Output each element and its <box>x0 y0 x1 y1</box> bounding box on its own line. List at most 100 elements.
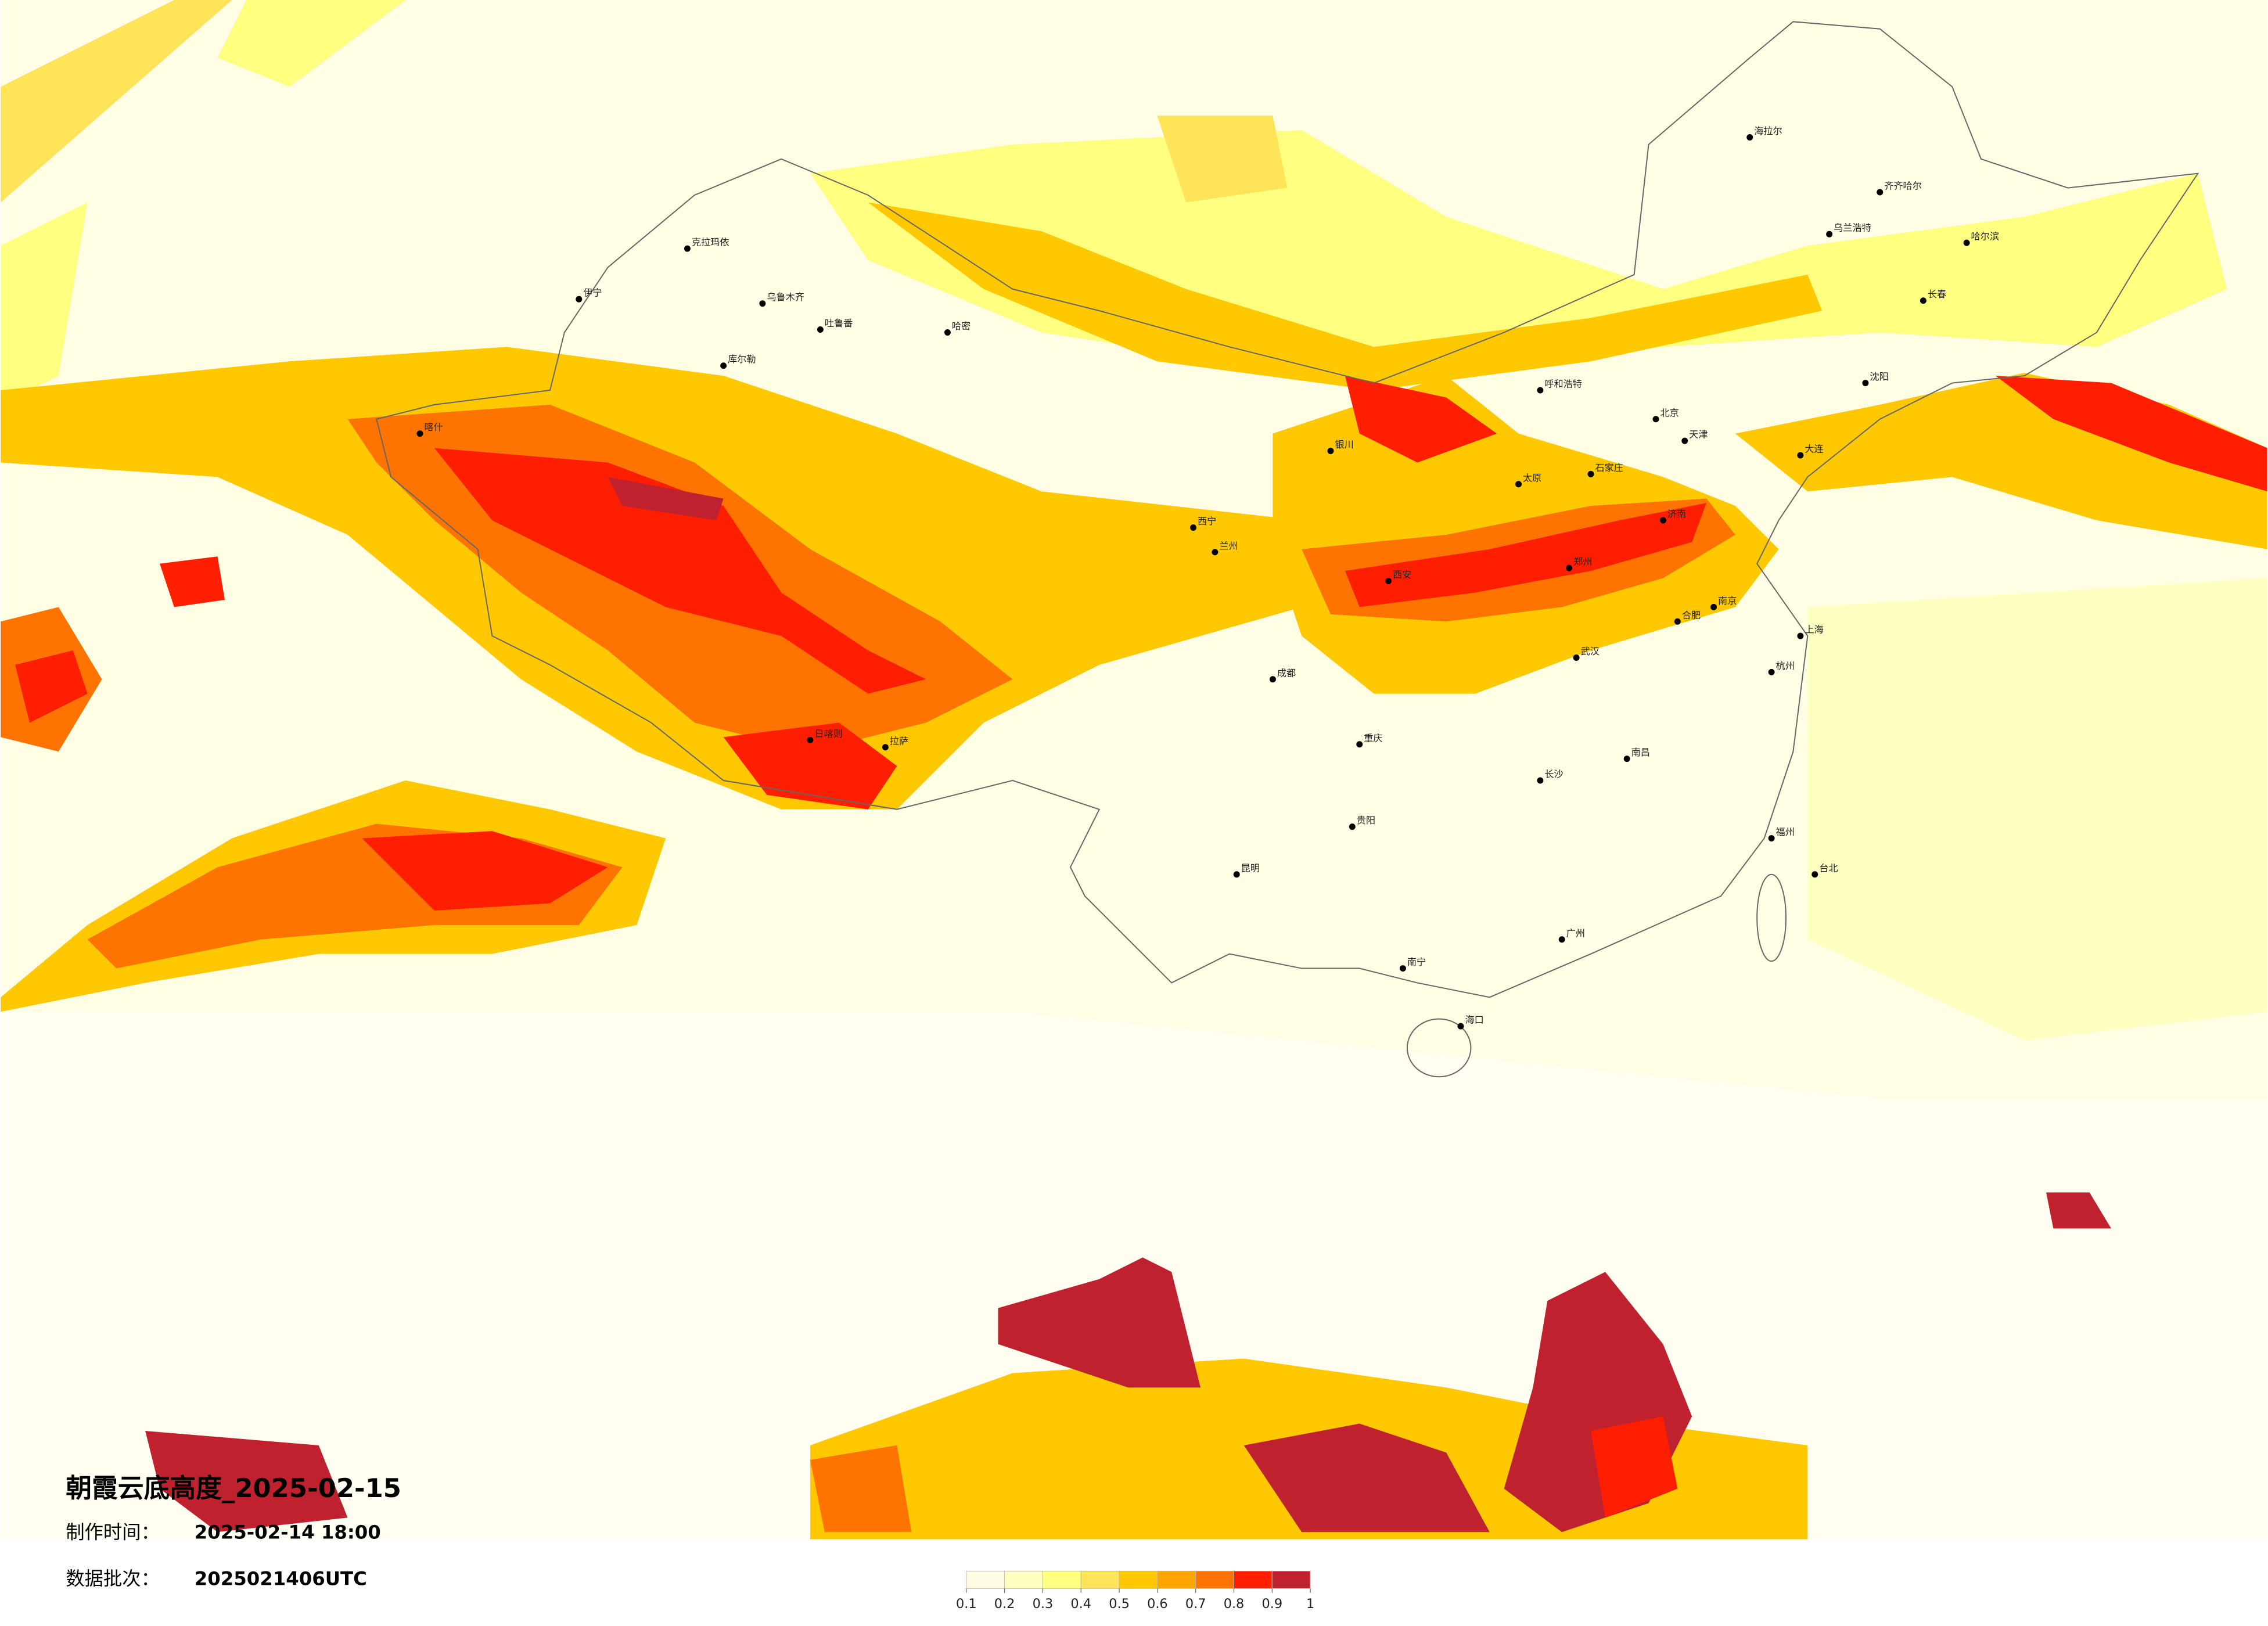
city-label: 呼和浩特 <box>1544 379 1582 390</box>
city-label: 南京 <box>1718 595 1737 606</box>
city-dot <box>1212 549 1219 556</box>
city-label: 成都 <box>1277 667 1296 678</box>
city-dot <box>1746 134 1753 141</box>
cloud-field <box>1 0 2267 1539</box>
city-dot <box>1768 668 1775 675</box>
city-label: 广州 <box>1566 927 1585 938</box>
city-dot <box>807 736 814 743</box>
country-border <box>376 21 2199 998</box>
colorbar: 0.1 0.2 0.3 0.4 0.5 0.6 0.7 0.8 0.9 1 <box>956 1570 1314 1611</box>
city-label: 南昌 <box>1631 747 1650 758</box>
city-dot <box>1674 618 1681 625</box>
colorbar-tick-label: 0.5 <box>1109 1596 1130 1611</box>
city-dot <box>1537 387 1544 394</box>
city-dot <box>1811 871 1818 878</box>
city-dot <box>817 326 824 333</box>
cloud-area <box>1995 376 2267 492</box>
city-label: 昆明 <box>1241 862 1260 873</box>
colorbar-tick-label: 0.1 <box>956 1596 977 1611</box>
cloud-area <box>1243 1423 1490 1533</box>
cloud-area <box>362 831 608 911</box>
cloud-area <box>1345 503 1707 607</box>
city-label: 伊宁 <box>583 287 602 298</box>
city-label: 济南 <box>1667 509 1686 520</box>
city-dot <box>1826 231 1833 238</box>
cloud-area <box>2046 1192 2111 1229</box>
colorbar-swatch <box>1119 1570 1158 1589</box>
city-label: 喀什 <box>424 422 443 433</box>
colorbar-swatch <box>1080 1570 1120 1589</box>
colorbar-tick-label: 0.9 <box>1262 1596 1283 1611</box>
city-label: 库尔勒 <box>728 354 756 365</box>
batch-label: 数据批次： <box>66 1567 160 1589</box>
city-label: 上海 <box>1805 624 1823 635</box>
city-label: 长春 <box>1928 289 1946 300</box>
colorbar-tick-label: 0.8 <box>1224 1596 1245 1611</box>
batch: 2025021406UTC <box>195 1567 367 1589</box>
colorbar-swatch <box>1271 1570 1311 1589</box>
city-dot <box>1190 524 1197 531</box>
colorbar-tick-label: 0.4 <box>1070 1596 1091 1611</box>
colorbar-tick-label: 0.7 <box>1185 1596 1206 1611</box>
city-dot <box>1349 823 1356 830</box>
cloud-area <box>1590 1416 1678 1518</box>
city-dot <box>1566 564 1573 571</box>
city-dot <box>1233 871 1240 878</box>
made-time: 2025-02-14 18:00 <box>195 1521 381 1544</box>
city-dot <box>944 329 951 336</box>
city-dot <box>1681 437 1688 444</box>
city-label: 太原 <box>1523 472 1541 483</box>
city-label: 台北 <box>1819 862 1838 873</box>
city-label: 西宁 <box>1198 516 1216 527</box>
colorbar-tick-label: 0.6 <box>1147 1596 1168 1611</box>
city-label: 吐鲁番 <box>825 318 853 329</box>
city-label: 沈阳 <box>1870 371 1888 382</box>
city-dot <box>1652 416 1659 423</box>
city-label: 乌兰浩特 <box>1834 222 1871 233</box>
colorbar-swatch <box>1004 1570 1043 1589</box>
colorbar-tick-label: 0.2 <box>994 1596 1015 1611</box>
colorbar-swatch <box>1195 1570 1235 1589</box>
cloud-area <box>159 556 225 607</box>
cloud-area <box>1 0 232 203</box>
city-dot <box>1862 380 1869 387</box>
colorbar-tick-label: 0.3 <box>1033 1596 1054 1611</box>
cloud-area <box>810 1445 912 1533</box>
city-label: 合肥 <box>1682 610 1701 621</box>
city-dot <box>576 296 583 303</box>
boundaries <box>376 21 2199 1078</box>
cloud-area <box>1157 116 1288 203</box>
cloud-area <box>145 1431 348 1533</box>
city-dot <box>1515 481 1522 488</box>
colorbar-swatch <box>1234 1570 1273 1589</box>
made-time-label: 制作时间： <box>66 1521 160 1544</box>
cloud-area <box>1 202 88 405</box>
city-label: 西安 <box>1393 569 1411 580</box>
city-dot <box>1399 965 1406 972</box>
city-label: 杭州 <box>1776 660 1795 671</box>
city-dot <box>1558 936 1565 943</box>
cloud-area <box>434 448 926 694</box>
city-label: 福州 <box>1776 826 1795 837</box>
cloud-area <box>15 650 88 723</box>
city-dot <box>1920 297 1926 304</box>
colorbar-tick-label: 1 <box>1306 1596 1314 1611</box>
colorbar-swatch <box>1157 1570 1196 1589</box>
cloud-area <box>608 477 724 520</box>
city-dot <box>1457 1023 1464 1030</box>
city-dot <box>1768 835 1775 842</box>
city-dot <box>684 245 691 252</box>
city-label: 银川 <box>1335 439 1353 450</box>
city-label: 海拉尔 <box>1754 125 1782 136</box>
city-dot <box>1587 470 1594 477</box>
city-label: 大连 <box>1805 444 1823 455</box>
city-dot <box>1797 452 1804 459</box>
city-dot <box>1710 603 1717 610</box>
city-dot <box>1623 756 1630 762</box>
city-dot <box>1385 578 1392 585</box>
city-label: 南宁 <box>1407 956 1426 967</box>
taiwan-border <box>1756 873 1787 962</box>
city-dot <box>720 362 727 369</box>
